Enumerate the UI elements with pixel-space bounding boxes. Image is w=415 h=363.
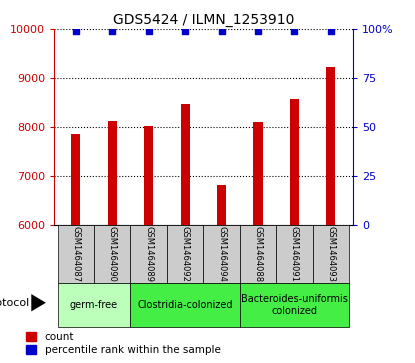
Bar — [290, 99, 299, 225]
Point — [182, 28, 188, 34]
Bar — [181, 103, 190, 225]
FancyBboxPatch shape — [130, 225, 167, 283]
Legend: count, percentile rank within the sample: count, percentile rank within the sample — [26, 332, 221, 355]
Point — [73, 28, 79, 34]
FancyBboxPatch shape — [276, 225, 312, 283]
Text: GSM1464088: GSM1464088 — [254, 226, 263, 282]
Text: GSM1464090: GSM1464090 — [108, 226, 117, 282]
Text: GSM1464092: GSM1464092 — [181, 226, 190, 282]
FancyBboxPatch shape — [240, 225, 276, 283]
Text: GSM1464093: GSM1464093 — [326, 226, 335, 282]
Point — [327, 28, 334, 34]
FancyBboxPatch shape — [312, 225, 349, 283]
Text: GSM1464094: GSM1464094 — [217, 226, 226, 282]
FancyBboxPatch shape — [58, 225, 94, 283]
FancyBboxPatch shape — [94, 225, 130, 283]
Text: GSM1464087: GSM1464087 — [71, 226, 81, 282]
FancyBboxPatch shape — [167, 225, 203, 283]
Text: GSM1464089: GSM1464089 — [144, 226, 153, 282]
Text: GSM1464091: GSM1464091 — [290, 226, 299, 282]
FancyBboxPatch shape — [240, 283, 349, 327]
Point — [255, 28, 261, 34]
Title: GDS5424 / ILMN_1253910: GDS5424 / ILMN_1253910 — [112, 13, 294, 26]
Text: Bacteroides-uniformis
colonized: Bacteroides-uniformis colonized — [241, 294, 348, 316]
Bar — [108, 121, 117, 225]
Bar — [217, 185, 226, 225]
Bar — [71, 134, 81, 225]
FancyBboxPatch shape — [203, 225, 240, 283]
Point — [218, 28, 225, 34]
Bar — [326, 67, 335, 225]
Bar — [144, 126, 153, 225]
FancyBboxPatch shape — [58, 283, 130, 327]
FancyBboxPatch shape — [130, 283, 240, 327]
Point — [109, 28, 115, 34]
Text: germ-free: germ-free — [70, 300, 118, 310]
Bar — [254, 122, 263, 225]
Text: Clostridia-colonized: Clostridia-colonized — [137, 300, 233, 310]
Point — [291, 28, 298, 34]
Polygon shape — [31, 294, 46, 311]
Point — [145, 28, 152, 34]
Text: protocol: protocol — [0, 298, 30, 308]
